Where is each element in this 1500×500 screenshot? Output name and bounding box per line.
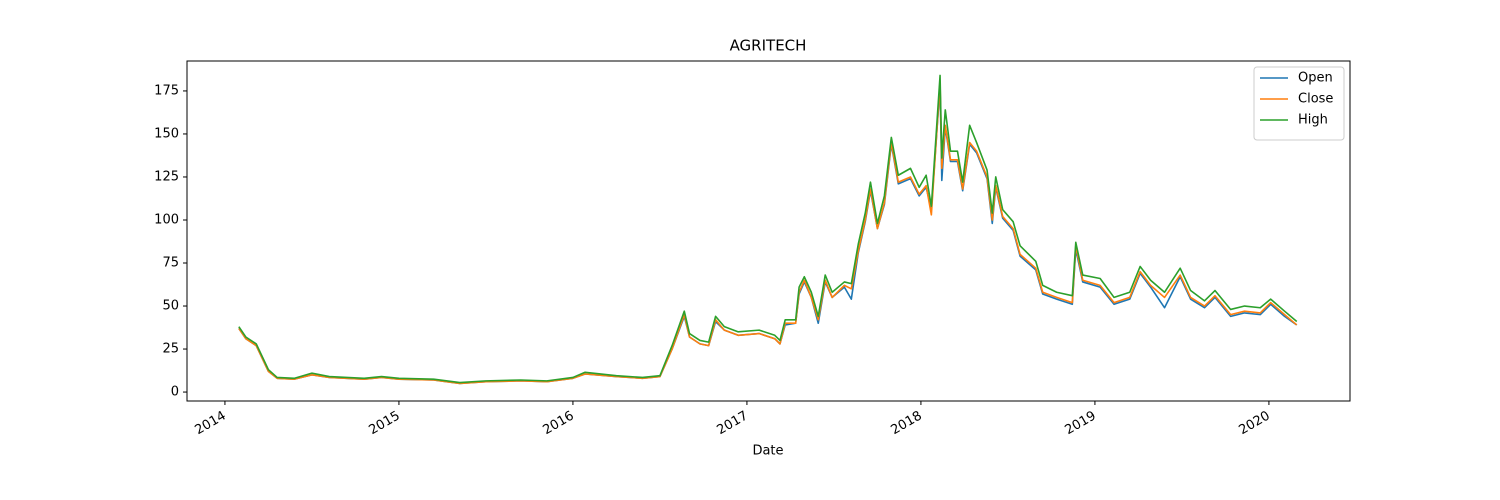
legend: Open Close High	[1253, 66, 1345, 141]
y-tick-label: 175	[154, 83, 179, 98]
y-tick-label: 0	[171, 385, 179, 400]
y-tick-label: 75	[162, 256, 179, 271]
chart-title: AGRITECH	[730, 37, 807, 55]
y-tick-label: 100	[154, 212, 179, 227]
legend-label: Close	[1298, 92, 1333, 107]
y-tick-label: 150	[154, 126, 179, 141]
line-series	[238, 74, 1298, 384]
x-axis-label: Date	[752, 444, 783, 459]
y-tick-label: 125	[154, 169, 179, 184]
legend-label: Open	[1298, 71, 1333, 86]
y-tick-label: 50	[162, 299, 179, 314]
legend-box	[1253, 66, 1345, 141]
line-series	[238, 81, 1298, 385]
y-tick-label: 25	[162, 342, 179, 357]
plot-frame	[186, 60, 1351, 402]
legend-label: High	[1298, 113, 1328, 128]
